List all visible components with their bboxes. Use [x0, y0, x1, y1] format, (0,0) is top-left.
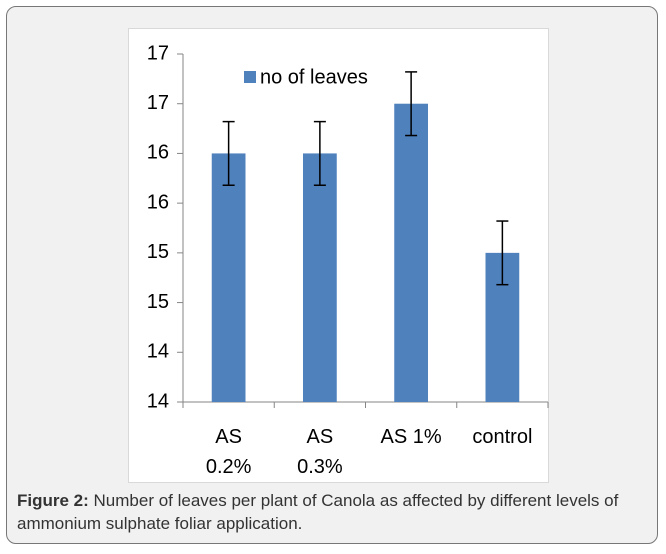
- y-tick-label: 15: [147, 241, 169, 263]
- chart: 14 14 15 15 16 16 17 17 AS 0.2% AS 0.3% AS 1% contr…: [128, 28, 549, 483]
- x-tick-label: control: [472, 426, 533, 448]
- caption-text: Number of leaves per plant of Canola as …: [17, 491, 619, 533]
- legend-label: no of leaves: [260, 66, 368, 88]
- legend-swatch: [244, 71, 256, 83]
- y-tick-label: 17: [147, 92, 169, 114]
- x-tick-label: AS 0.2%: [205, 426, 252, 478]
- x-tick-label: AS 0.3%: [297, 426, 343, 478]
- y-tick-label: 16: [147, 142, 169, 164]
- error-bar: [222, 120, 235, 186]
- bar: [302, 153, 337, 402]
- caption-label: Figure 2:: [17, 491, 89, 510]
- x-tick-label-box: AS 0.2%: [205, 426, 252, 478]
- y-tick-label: 14: [147, 341, 169, 363]
- y-tick-label: 16: [147, 191, 169, 213]
- caption: Figure 2: Number of leaves per plant of …: [17, 489, 647, 535]
- figure-frame: 14 14 15 15 16 16 17 17 AS 0.2% AS 0.3% AS 1% contr…: [6, 6, 658, 544]
- chart-area: [128, 28, 549, 483]
- error-bar: [313, 120, 326, 186]
- x-tick-label: AS 1%: [380, 426, 442, 448]
- bar: [211, 153, 246, 402]
- x-tick-label-box: AS 0.3%: [297, 426, 343, 478]
- error-bar: [496, 220, 509, 286]
- bar: [394, 103, 429, 402]
- error-bar: [405, 71, 418, 137]
- x-tick-label-box: AS 1%: [380, 426, 442, 448]
- y-tick-label: 14: [147, 390, 169, 412]
- x-tick-label-box: control: [472, 426, 533, 448]
- y-tick-label: 15: [147, 291, 169, 313]
- y-tick-label: 17: [147, 42, 169, 64]
